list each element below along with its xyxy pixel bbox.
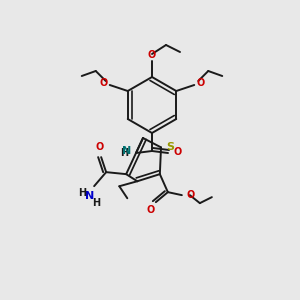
Text: O: O [95, 142, 103, 152]
Text: O: O [187, 190, 195, 200]
Text: O: O [147, 205, 155, 215]
Text: O: O [196, 78, 205, 88]
Text: O: O [100, 78, 108, 88]
Text: S: S [166, 142, 174, 152]
Text: O: O [148, 50, 156, 60]
Text: O: O [173, 147, 181, 157]
Text: H: H [92, 198, 100, 208]
Text: N: N [85, 191, 94, 201]
Text: H: H [78, 188, 86, 198]
Text: N: N [122, 146, 131, 156]
Text: H: H [120, 148, 128, 158]
